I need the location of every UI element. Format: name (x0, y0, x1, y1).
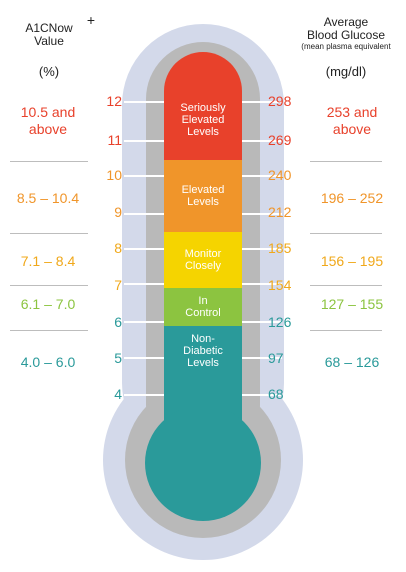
segment-label: Elevated Levels (181, 184, 225, 208)
segment-label: Monitor Closely (184, 248, 222, 272)
glucose-tick-97: 97 (268, 350, 284, 366)
glucose-tick-269: 269 (268, 132, 292, 148)
a1c-tick-11: 11 (107, 132, 122, 148)
a1c-unit-label: (%) (38, 64, 60, 79)
glucose-range-0: 253 and above (326, 104, 378, 137)
glucose-tick-212: 212 (268, 204, 292, 220)
segment-monitor-closely: Monitor Closely (164, 232, 242, 288)
left-separator-1 (10, 233, 88, 234)
right-separator-0 (310, 161, 382, 162)
glucose-range-4: 68 – 126 (324, 354, 380, 370)
thermometer-bulb (145, 405, 261, 521)
right-separator-1 (310, 233, 382, 234)
segment-seriously-elevated: Seriously Elevated Levels (164, 52, 242, 160)
glucose-tick-154: 154 (268, 277, 292, 293)
a1c-range-2: 7.1 – 8.4 (20, 253, 76, 269)
glucose-range-2: 156 – 195 (320, 253, 384, 269)
right-separator-2 (310, 285, 382, 286)
a1c-range-3: 6.1 – 7.0 (20, 296, 76, 312)
a1c-tick-7: 7 (114, 277, 122, 293)
segment-label: In Control (185, 295, 221, 319)
plus-sign: + (86, 12, 96, 28)
glucose-header-subtitle: (mean plasma equivalent (301, 42, 391, 51)
segment-label: Non- Diabetic Levels (183, 333, 223, 369)
segment-in-control: In Control (164, 288, 242, 326)
a1c-tick-5: 5 (114, 350, 122, 366)
segment-label: Seriously Elevated Levels (180, 102, 226, 138)
a1c-tick-9: 9 (114, 204, 122, 220)
glucose-unit-label: (mg/dl) (325, 64, 367, 79)
segment-non-diabetic: Non- Diabetic Levels (164, 326, 242, 400)
a1c-tick-6: 6 (114, 314, 122, 330)
glucose-tick-185: 185 (268, 240, 292, 256)
right-separator-3 (310, 330, 382, 331)
a1c-tick-12: 12 (106, 93, 122, 109)
glucose-range-1: 196 – 252 (320, 190, 384, 206)
a1c-tick-8: 8 (114, 240, 122, 256)
a1c-range-4: 4.0 – 6.0 (20, 354, 76, 370)
glucose-tick-68: 68 (268, 386, 284, 402)
left-separator-0 (10, 161, 88, 162)
a1c-range-1: 8.5 – 10.4 (16, 190, 80, 206)
glucose-header-title: Average Blood Glucose (306, 15, 386, 42)
a1c-tick-10: 10 (106, 167, 122, 183)
segment-elevated: Elevated Levels (164, 160, 242, 232)
a1c-header-title: A1CNow Value (25, 21, 73, 48)
left-separator-3 (10, 330, 88, 331)
glucose-tick-126: 126 (268, 314, 292, 330)
left-separator-2 (10, 285, 88, 286)
a1c-range-0: 10.5 and above (20, 104, 76, 137)
glucose-tick-240: 240 (268, 167, 292, 183)
glucose-range-3: 127 – 155 (320, 296, 384, 312)
a1c-tick-4: 4 (114, 386, 122, 402)
glucose-tick-298: 298 (268, 93, 292, 109)
